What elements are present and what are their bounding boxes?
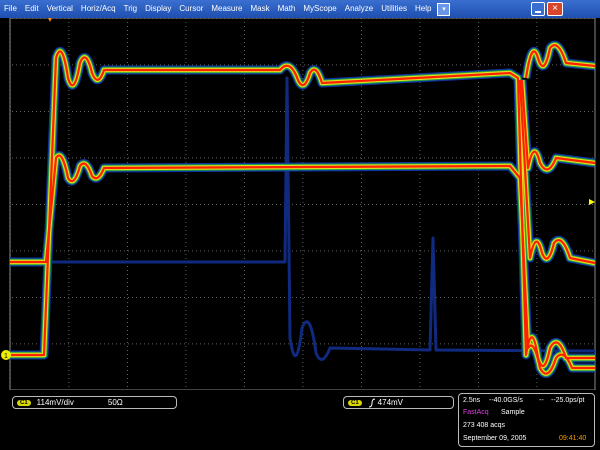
- blue-trace: [50, 76, 596, 361]
- trigger-channel-chip: C1: [348, 399, 362, 406]
- menu-item[interactable]: Analyze: [344, 4, 374, 13]
- close-button[interactable]: ×: [547, 2, 563, 16]
- menu-item[interactable]: Measure: [211, 4, 243, 13]
- menu-bar: File Edit Vertical Horiz/Acq Trig Display Curs…: [0, 0, 600, 18]
- menu-item[interactable]: Vertical: [46, 4, 73, 13]
- channel-marker[interactable]: [1, 350, 11, 360]
- menu-item[interactable]: Cursor: [179, 4, 204, 13]
- channel-readout[interactable]: C1 114mV/div 50Ω: [12, 396, 177, 409]
- waveform-screen: 1: [1, 18, 596, 390]
- vertical-scale: 114mV/div: [36, 398, 74, 407]
- acquisition-readout[interactable]: 2.5ns --40.0GS/s -- --25.0ps/pt FastAcq …: [458, 393, 595, 447]
- menu-item[interactable]: File: [4, 4, 17, 13]
- menu-item[interactable]: Trig: [123, 4, 138, 13]
- channel-chip: C1: [17, 399, 31, 406]
- menu-item[interactable]: Math: [277, 4, 296, 13]
- trace-layer: [520, 79, 596, 171]
- trigger-level-marker: [589, 199, 595, 205]
- time-div: 2.5ns: [463, 397, 481, 404]
- trigger-level: 474mV: [377, 398, 404, 407]
- sample-rate: --40.0GS/s: [489, 397, 523, 404]
- acq-mode: FastAcq: [463, 409, 489, 416]
- time: 09:41:40: [559, 435, 587, 442]
- trace-layer: [524, 44, 596, 79]
- impedance: 50Ω: [107, 398, 123, 407]
- trace-layer: [10, 154, 595, 375]
- date: September 09, 2005: [463, 435, 527, 442]
- separator: --: [539, 397, 544, 404]
- menu-item[interactable]: Horiz/Acq: [80, 4, 116, 13]
- menu-dropdown[interactable]: ▾: [437, 2, 451, 16]
- menu-item[interactable]: Help: [415, 4, 432, 13]
- menu-item[interactable]: Edit: [24, 4, 39, 13]
- signal-traces: [10, 40, 596, 378]
- acq-count: 273 408 acqs: [463, 422, 506, 429]
- menu-item[interactable]: Mask: [250, 4, 270, 13]
- menu-item[interactable]: Utilities: [381, 4, 407, 13]
- menu-item[interactable]: Display: [145, 4, 172, 13]
- trace-layer: [518, 79, 596, 265]
- minimize-button[interactable]: [531, 2, 545, 16]
- channel-marker-label: 1: [4, 353, 8, 360]
- trace-layer: [10, 50, 595, 368]
- menu-item[interactable]: MyScope: [303, 4, 337, 13]
- slope-icon: [368, 398, 375, 407]
- trigger-readout[interactable]: C1 474mV: [343, 396, 454, 409]
- trigger-position-marker: [48, 18, 52, 22]
- sampling: Sample: [501, 409, 525, 416]
- resolution: --25.0ps/pt: [551, 397, 585, 404]
